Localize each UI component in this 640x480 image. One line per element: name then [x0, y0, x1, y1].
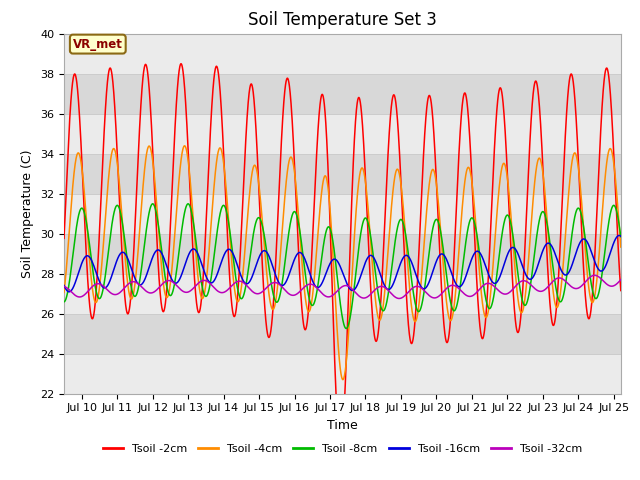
- Title: Soil Temperature Set 3: Soil Temperature Set 3: [248, 11, 437, 29]
- Bar: [64, 274, 621, 313]
- Text: VR_met: VR_met: [73, 37, 123, 50]
- Legend: Tsoil -2cm, Tsoil -4cm, Tsoil -8cm, Tsoil -16cm, Tsoil -32cm: Tsoil -2cm, Tsoil -4cm, Tsoil -8cm, Tsoi…: [99, 439, 586, 458]
- Bar: [64, 193, 621, 234]
- X-axis label: Time: Time: [327, 419, 358, 432]
- Bar: [64, 354, 621, 394]
- Bar: [64, 114, 621, 154]
- Y-axis label: Soil Temperature (C): Soil Temperature (C): [22, 149, 35, 278]
- Bar: [64, 34, 621, 73]
